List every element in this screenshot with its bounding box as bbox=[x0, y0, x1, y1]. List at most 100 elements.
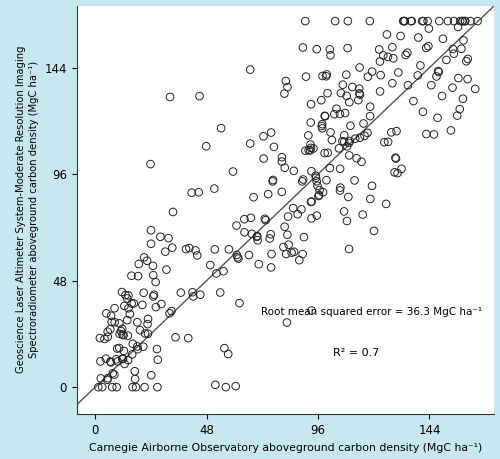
Point bbox=[120, 360, 128, 368]
Point bbox=[115, 344, 123, 352]
Point bbox=[110, 319, 118, 326]
Point bbox=[229, 168, 237, 175]
Point bbox=[422, 44, 430, 51]
Point bbox=[414, 34, 422, 41]
Point bbox=[368, 68, 376, 75]
Point bbox=[343, 217, 351, 224]
Point bbox=[364, 73, 372, 80]
Point bbox=[168, 244, 176, 252]
Point bbox=[360, 120, 368, 127]
Point bbox=[312, 172, 320, 179]
Point bbox=[383, 31, 391, 38]
Point bbox=[322, 177, 330, 184]
Point bbox=[116, 319, 124, 327]
Point bbox=[102, 310, 110, 317]
Point bbox=[124, 357, 132, 364]
Point bbox=[318, 125, 326, 132]
Point bbox=[202, 143, 210, 150]
Point bbox=[116, 330, 124, 338]
Point bbox=[280, 90, 288, 97]
Point bbox=[306, 141, 314, 148]
Point bbox=[355, 85, 363, 92]
Point bbox=[307, 119, 315, 126]
Point bbox=[282, 250, 290, 257]
Point bbox=[217, 124, 225, 132]
Point bbox=[407, 17, 415, 25]
Point bbox=[94, 383, 102, 391]
Point bbox=[414, 72, 422, 79]
Point bbox=[120, 302, 128, 310]
Point bbox=[232, 382, 239, 390]
Point bbox=[172, 334, 179, 341]
Point bbox=[240, 229, 248, 236]
Point bbox=[418, 17, 426, 25]
Point bbox=[108, 318, 116, 325]
Point bbox=[390, 169, 398, 176]
Point bbox=[134, 343, 141, 350]
Point bbox=[392, 128, 400, 135]
Point bbox=[388, 79, 396, 87]
Point bbox=[108, 383, 116, 391]
Point bbox=[255, 261, 263, 268]
Point bbox=[254, 232, 262, 240]
Point bbox=[326, 46, 334, 53]
Point bbox=[344, 17, 352, 25]
Point bbox=[370, 227, 378, 235]
Point bbox=[124, 332, 132, 339]
Point bbox=[312, 45, 320, 53]
Point bbox=[300, 234, 308, 241]
Point bbox=[182, 246, 190, 253]
Point bbox=[266, 230, 274, 238]
Point bbox=[366, 195, 374, 202]
Point bbox=[430, 131, 438, 138]
Point bbox=[164, 235, 172, 242]
Point bbox=[149, 262, 157, 269]
Point bbox=[120, 331, 128, 339]
Point bbox=[344, 45, 351, 52]
Point bbox=[450, 50, 458, 57]
Point bbox=[128, 383, 136, 391]
Point bbox=[340, 138, 348, 146]
Point bbox=[436, 17, 444, 25]
X-axis label: Carnegie Airborne Observatory aboveground carbon density (MgC ha⁻¹): Carnegie Airborne Observatory abovegroun… bbox=[89, 443, 482, 453]
Point bbox=[434, 68, 442, 76]
Point bbox=[375, 46, 383, 53]
Point bbox=[324, 149, 332, 157]
Point bbox=[302, 73, 310, 80]
Point bbox=[128, 272, 136, 280]
Point bbox=[350, 177, 358, 184]
Point bbox=[152, 303, 160, 311]
Point bbox=[460, 37, 468, 44]
Point bbox=[420, 17, 428, 25]
Point bbox=[144, 320, 152, 328]
Point bbox=[296, 257, 304, 264]
Point bbox=[262, 217, 270, 224]
Point bbox=[366, 103, 374, 111]
Point bbox=[154, 356, 162, 364]
Point bbox=[240, 216, 248, 223]
Point bbox=[124, 295, 132, 302]
Point bbox=[330, 111, 338, 118]
Point bbox=[302, 17, 310, 25]
Point bbox=[106, 325, 114, 333]
Point bbox=[382, 200, 390, 207]
Point bbox=[322, 71, 330, 78]
Point bbox=[162, 248, 170, 255]
Point bbox=[364, 129, 372, 136]
Point bbox=[107, 312, 115, 319]
Point bbox=[318, 96, 326, 104]
Point bbox=[102, 355, 110, 362]
Point bbox=[234, 255, 242, 262]
Point bbox=[100, 335, 108, 342]
Y-axis label: Geoscience Laser Altimeter System-Moderate Resolution Imaging
Spectroradiometer : Geoscience Laser Altimeter System-Modera… bbox=[16, 46, 39, 374]
Point bbox=[450, 17, 458, 25]
Point bbox=[98, 383, 106, 391]
Point bbox=[459, 95, 467, 102]
Point bbox=[119, 355, 127, 363]
Point bbox=[122, 291, 130, 299]
Point bbox=[310, 145, 318, 152]
Point bbox=[314, 182, 322, 190]
Point bbox=[196, 92, 203, 100]
Point bbox=[254, 236, 262, 244]
Point bbox=[466, 17, 474, 25]
